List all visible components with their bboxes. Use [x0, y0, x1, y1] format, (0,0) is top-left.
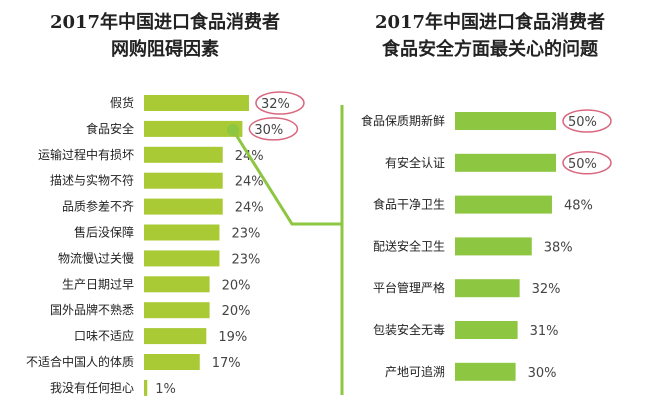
value-label: 32% [532, 282, 561, 297]
bar [455, 279, 520, 298]
category-label: 有安全认证 [385, 155, 445, 170]
value-label: 17% [212, 356, 241, 371]
bar [455, 195, 552, 214]
category-label: 配送安全卫生 [373, 238, 445, 253]
value-label: 1% [155, 382, 176, 397]
value-label: 23% [231, 227, 260, 242]
value-label: 30% [528, 366, 557, 381]
bar [144, 276, 210, 293]
bar [144, 302, 210, 319]
highlight-circle [562, 109, 612, 133]
value-label: 30% [254, 123, 283, 138]
bar [455, 112, 556, 130]
highlight-circle [248, 117, 299, 141]
bar [144, 120, 243, 137]
value-label: 24% [235, 175, 264, 190]
bar-row: 配送安全卫生 38% [373, 237, 573, 256]
bar [144, 354, 200, 370]
bar-row: 食品干净卫生 48% [373, 195, 593, 214]
bar-row: 运输过程中有损坏 24% [38, 146, 264, 164]
value-label: 48% [564, 199, 593, 214]
bar-row: 不适合中国人的体质 17% [26, 354, 241, 371]
value-label: 23% [231, 252, 260, 267]
right-chart-title-line2: 食品安全方面最关心的问题 [381, 38, 599, 60]
value-label: 20% [222, 304, 251, 319]
bar [144, 250, 220, 267]
category-label: 食品干净卫生 [373, 197, 445, 212]
bar [144, 379, 148, 396]
connector-dot [227, 124, 239, 136]
bar-row: 假货 32% [110, 91, 305, 115]
value-label: 50% [568, 115, 597, 130]
left-chart: 2017年中国进口食品消费者 网购阻碍因素 假货 32% 食品安全 30% 运输过程中有… [26, 11, 305, 397]
value-label: 50% [568, 157, 597, 172]
bar [455, 321, 518, 339]
right-chart: 2017年中国进口食品消费者 食品安全方面最关心的问题 食品保质期新鲜 50%有安… [361, 11, 612, 381]
bar [144, 328, 207, 345]
bar-row: 食品安全 30% [86, 117, 299, 141]
left-chart-title-line2: 网购阻碍因素 [111, 38, 219, 60]
category-label: 口味不适应 [74, 328, 134, 343]
category-label: 我没有任何担心 [50, 380, 134, 395]
category-label: 食品安全 [86, 121, 134, 136]
value-label: 32% [261, 97, 290, 112]
bar-row: 物流慢\过关慢 23% [58, 250, 260, 267]
bar [144, 172, 223, 189]
value-label: 24% [235, 201, 264, 216]
value-label: 20% [222, 278, 251, 293]
bar-row: 我没有任何担心 1% [50, 379, 176, 397]
category-label: 售后没保障 [74, 225, 134, 240]
highlight-circle [255, 91, 305, 115]
bar [455, 362, 516, 381]
bar-row: 包装安全无毒 31% [373, 321, 559, 339]
category-label: 生产日期过早 [62, 277, 134, 291]
bar-row: 国外品牌不熟悉 20% [50, 302, 251, 319]
bar [144, 95, 249, 111]
category-label: 描述与实物不符 [50, 173, 134, 188]
bar-row: 平台管理严格 32% [373, 279, 561, 298]
category-label: 不适合中国人的体质 [26, 354, 134, 369]
bar-row: 有安全认证 50% [385, 151, 612, 175]
bar-row: 食品保质期新鲜 50% [361, 109, 612, 133]
bar [144, 198, 223, 215]
value-label: 19% [218, 330, 247, 345]
bar-row: 产地可追溯 30% [385, 362, 557, 381]
value-label: 38% [544, 240, 573, 255]
bar [144, 146, 223, 163]
bar-row: 口味不适应 19% [74, 328, 247, 345]
bar [455, 153, 556, 172]
bar-row: 生产日期过早 20% [62, 276, 251, 293]
bar [144, 224, 220, 241]
category-label: 食品保质期新鲜 [361, 113, 445, 128]
bar-row: 售后没保障 23% [74, 224, 260, 242]
bar [455, 237, 532, 256]
category-label: 产地可追溯 [385, 364, 445, 379]
category-label: 包装安全无毒 [373, 322, 445, 337]
category-label: 平台管理严格 [373, 280, 445, 295]
category-label: 假货 [110, 95, 134, 110]
connector-line [227, 105, 344, 395]
value-label: 31% [530, 324, 559, 339]
bar-row: 描述与实物不符 24% [50, 172, 264, 190]
category-label: 品质参差不齐 [62, 199, 134, 214]
left-chart-title-line1: 2017年中国进口食品消费者 [50, 11, 280, 33]
category-label: 国外品牌不熟悉 [50, 302, 134, 317]
right-chart-title-line1: 2017年中国进口食品消费者 [375, 11, 605, 33]
category-label: 物流慢\过关慢 [58, 251, 134, 265]
category-label: 运输过程中有损坏 [38, 147, 134, 162]
connector-path [231, 129, 342, 226]
highlight-circle [562, 151, 612, 175]
bar-row: 品质参差不齐 24% [62, 198, 264, 216]
